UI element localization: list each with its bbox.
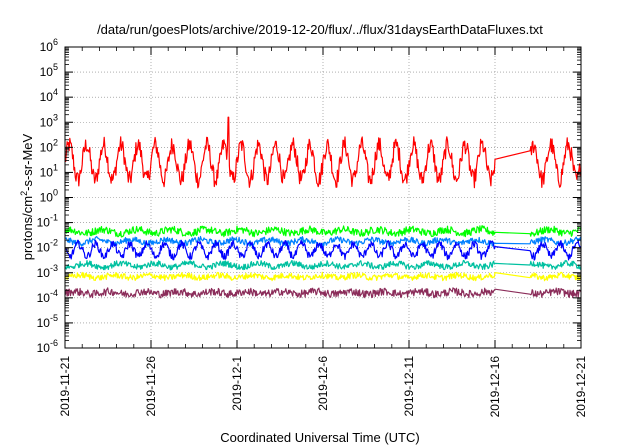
- y-tick-labels: 10-6 10-5 10-4 10-3 10-2 10-1 100 101 102 103 104 1…: [37, 37, 58, 355]
- y-axis-label-pre: protons/cm: [20, 195, 36, 261]
- y-tick-label: 10-6: [37, 338, 58, 355]
- tick-marks: [64, 46, 582, 349]
- chart-title: /data/run/goesPlots/archive/2019-12-20/f…: [97, 22, 543, 37]
- series-line: [65, 239, 582, 261]
- series-line: [64, 271, 582, 282]
- y-axis-label: protons/cm2-s-sr-MeV: [19, 134, 35, 260]
- x-tick-label: 2019-11-21: [58, 356, 72, 417]
- y-tick-label: 103: [40, 112, 58, 129]
- y-tick-label: 105: [40, 62, 58, 79]
- x-tick-label: 2019-11-26: [144, 356, 158, 417]
- y-tick-label: 10-1: [37, 213, 58, 230]
- x-tick-label: 2019-12-11: [402, 356, 416, 417]
- y-tick-label: 10-4: [37, 288, 58, 305]
- series-group: [64, 116, 582, 299]
- series-line: [64, 225, 582, 238]
- y-tick-label: 10-5: [37, 313, 58, 330]
- y-tick-label: 106: [40, 37, 58, 54]
- x-tick-label: 2019-12-16: [488, 356, 502, 418]
- y-tick-label: 104: [40, 87, 58, 104]
- x-tick-label: 2019-12-6: [316, 356, 330, 411]
- series-line: [64, 259, 582, 271]
- y-tick-label: 102: [40, 137, 58, 154]
- y-tick-label: 10-2: [37, 238, 58, 255]
- x-tick-labels: 2019-11-21 2019-11-26 2019-12-1 2019-12-6 20…: [58, 356, 588, 418]
- y-tick-label: 101: [40, 162, 58, 179]
- x-axis-label: Coordinated Universal Time (UTC): [220, 430, 420, 445]
- y-tick-label: 100: [40, 188, 58, 205]
- x-tick-label: 2019-12-21: [574, 356, 588, 418]
- series-line: [64, 116, 582, 189]
- y-axis-label-post: -s-sr-MeV: [20, 133, 36, 191]
- series-line: [64, 287, 582, 299]
- grid-lines: [65, 47, 581, 348]
- y-tick-label: 10-3: [37, 263, 58, 280]
- x-tick-label: 2019-12-1: [230, 356, 244, 411]
- y-axis-label-sup: 2: [18, 190, 29, 196]
- series-line: [64, 235, 582, 247]
